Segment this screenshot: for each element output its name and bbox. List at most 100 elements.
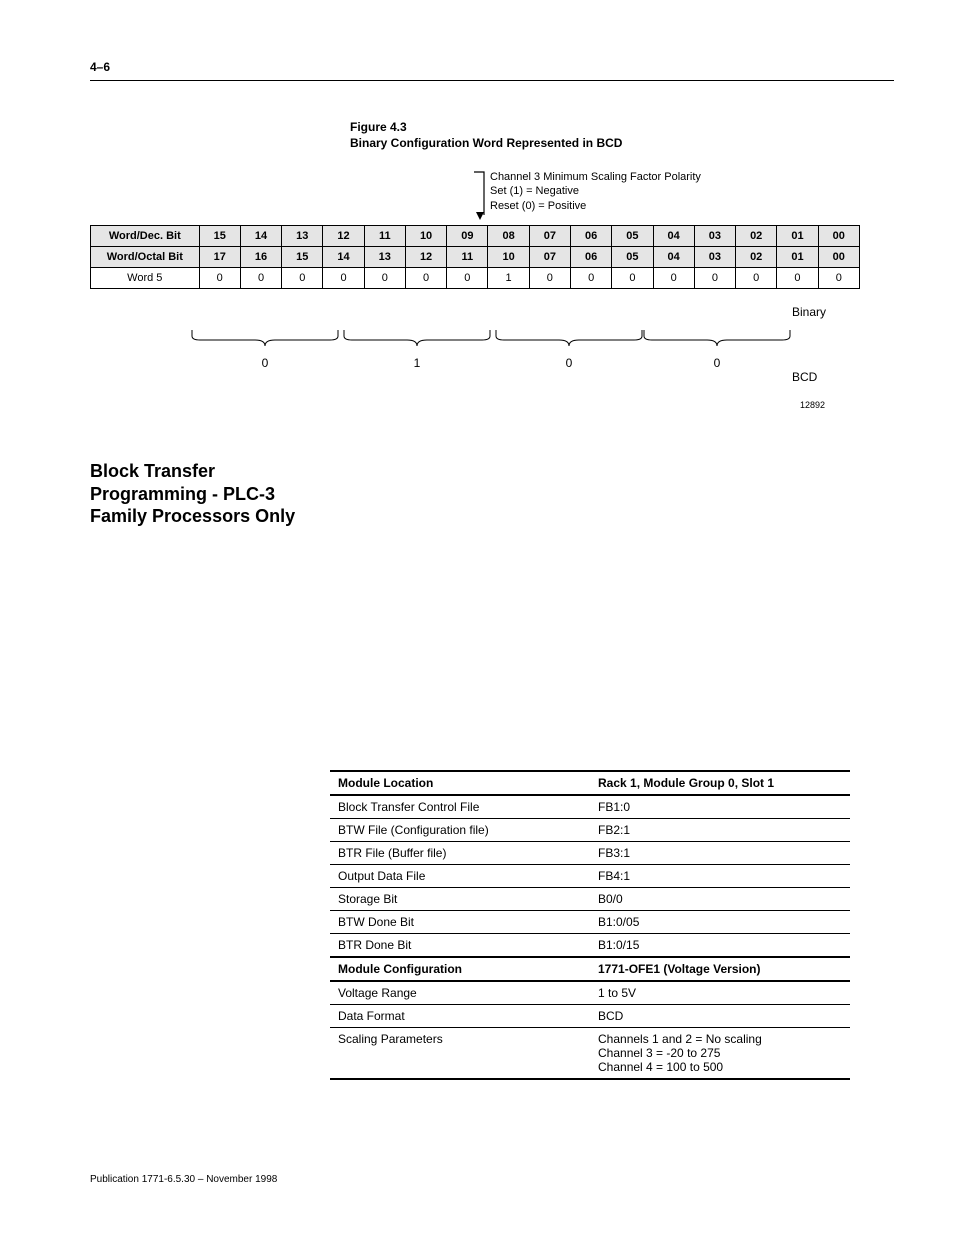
bit-cell: 06	[571, 226, 612, 247]
bit-cell: 0	[323, 268, 364, 289]
bit-cell: 0	[199, 268, 240, 289]
config-value: B1:0/05	[590, 911, 850, 934]
bit-table: Word/Dec. Bit 15141312111009080706050403…	[90, 225, 860, 289]
bit-cell: 08	[488, 226, 529, 247]
section-title-line1: Block Transfer	[90, 460, 330, 483]
config-value: Channels 1 and 2 = No scaling Channel 3 …	[590, 1028, 850, 1080]
bit-cell: 0	[736, 268, 777, 289]
bit-cell: 10	[405, 226, 446, 247]
bcd-group: 1	[342, 328, 492, 370]
config-table: Module LocationRack 1, Module Group 0, S…	[330, 770, 850, 1080]
bit-cell: 05	[612, 226, 653, 247]
config-key: Storage Bit	[330, 888, 590, 911]
bit-cell: 11	[447, 247, 488, 268]
bit-cell: 14	[240, 226, 281, 247]
config-value: BCD	[590, 1005, 850, 1028]
row3-label: Word 5	[91, 268, 200, 289]
bit-cell: 0	[653, 268, 694, 289]
section-title-line3: Family Processors Only	[90, 505, 330, 528]
doc-number: 12892	[800, 400, 825, 410]
bit-cell: 0	[694, 268, 735, 289]
bit-cell: 0	[240, 268, 281, 289]
bit-cell: 06	[571, 247, 612, 268]
bit-cell: 0	[405, 268, 446, 289]
figure-label: Figure 4.3	[350, 120, 850, 136]
config-key: BTW File (Configuration file)	[330, 819, 590, 842]
header-rule	[90, 80, 894, 81]
row1-label: Word/Dec. Bit	[91, 226, 200, 247]
bit-cell: 02	[736, 247, 777, 268]
annotation-line2: Set (1) = Negative	[490, 184, 701, 198]
bit-cell: 00	[818, 226, 859, 247]
bit-cell: 07	[529, 247, 570, 268]
bit-cell: 12	[323, 226, 364, 247]
config-value: 1771-OFE1 (Voltage Version)	[590, 957, 850, 981]
bit-cell: 0	[282, 268, 323, 289]
bit-cell: 03	[694, 226, 735, 247]
bit-cell: 04	[653, 226, 694, 247]
bit-cell: 12	[405, 247, 446, 268]
bcd-label: BCD	[792, 370, 817, 384]
config-value: B0/0	[590, 888, 850, 911]
bit-cell: 1	[488, 268, 529, 289]
bit-cell: 02	[736, 226, 777, 247]
bit-cell: 03	[694, 247, 735, 268]
config-key: BTR File (Buffer file)	[330, 842, 590, 865]
config-key: Block Transfer Control File	[330, 795, 590, 819]
bit-cell: 0	[364, 268, 405, 289]
config-value: FB2:1	[590, 819, 850, 842]
bit-cell: 01	[777, 247, 818, 268]
annotation-line3: Reset (0) = Positive	[490, 199, 701, 213]
section-title: Block Transfer Programming - PLC-3 Famil…	[90, 460, 330, 528]
bit-cell: 09	[447, 226, 488, 247]
bit-cell: 0	[571, 268, 612, 289]
bit-cell: 17	[199, 247, 240, 268]
figure-heading: Figure 4.3 Binary Configuration Word Rep…	[350, 120, 850, 151]
bit-cell: 11	[364, 226, 405, 247]
bit-cell: 15	[199, 226, 240, 247]
config-value: B1:0/15	[590, 934, 850, 958]
config-key: Voltage Range	[330, 981, 590, 1005]
bit-cell: 0	[447, 268, 488, 289]
bcd-group: 0	[494, 328, 644, 370]
row2-label: Word/Octal Bit	[91, 247, 200, 268]
config-key: Module Location	[330, 771, 590, 795]
bit-cell: 05	[612, 247, 653, 268]
annotation-line1: Channel 3 Minimum Scaling Factor Polarit…	[490, 170, 701, 184]
page-number: 4–6	[90, 60, 110, 74]
polarity-annotation: Channel 3 Minimum Scaling Factor Polarit…	[490, 170, 701, 213]
bit-cell: 14	[323, 247, 364, 268]
bit-cell: 0	[529, 268, 570, 289]
bit-cell: 04	[653, 247, 694, 268]
bit-cell: 00	[818, 247, 859, 268]
config-value: FB3:1	[590, 842, 850, 865]
config-value: 1 to 5V	[590, 981, 850, 1005]
config-key: BTR Done Bit	[330, 934, 590, 958]
bcd-group: 0	[642, 328, 792, 370]
figure-title: Binary Configuration Word Represented in…	[350, 136, 850, 152]
bit-cell: 0	[612, 268, 653, 289]
bcd-value: 0	[642, 356, 792, 370]
bit-cell: 15	[282, 247, 323, 268]
bcd-value: 1	[342, 356, 492, 370]
bcd-value: 0	[190, 356, 340, 370]
bit-cell: 13	[364, 247, 405, 268]
config-key: Scaling Parameters	[330, 1028, 590, 1080]
config-value: FB1:0	[590, 795, 850, 819]
bcd-value: 0	[494, 356, 644, 370]
config-key: Module Configuration	[330, 957, 590, 981]
config-key: Output Data File	[330, 865, 590, 888]
bit-cell: 07	[529, 226, 570, 247]
config-key: BTW Done Bit	[330, 911, 590, 934]
section-title-line2: Programming - PLC-3	[90, 483, 330, 506]
bcd-braces: 0 1 0 0	[190, 328, 788, 388]
bit-cell: 0	[777, 268, 818, 289]
annotation-pointer	[474, 170, 486, 220]
bit-cell: 10	[488, 247, 529, 268]
config-value: Rack 1, Module Group 0, Slot 1	[590, 771, 850, 795]
publication-footer: Publication 1771-6.5.30 – November 1998	[90, 1174, 277, 1185]
bit-cell: 13	[282, 226, 323, 247]
config-value: FB4:1	[590, 865, 850, 888]
binary-label: Binary	[792, 305, 826, 319]
bit-cell: 16	[240, 247, 281, 268]
